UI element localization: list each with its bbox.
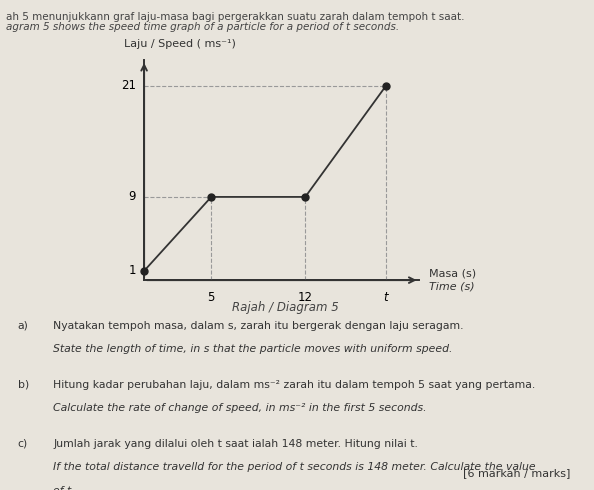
Text: Masa (s): Masa (s)	[429, 269, 476, 279]
Text: If the total distance travelld for the period of t seconds is 148 meter. Calcula: If the total distance travelld for the p…	[53, 462, 536, 472]
Text: Rajah / Diagram 5: Rajah / Diagram 5	[232, 301, 339, 315]
Text: Laju / Speed ( ms⁻¹): Laju / Speed ( ms⁻¹)	[124, 39, 236, 49]
Text: t: t	[384, 291, 388, 304]
Text: Hitung kadar perubahan laju, dalam ms⁻² zarah itu dalam tempoh 5 saat yang perta: Hitung kadar perubahan laju, dalam ms⁻² …	[53, 380, 536, 390]
Text: Jumlah jarak yang dilalui oleh t saat ialah 148 meter. Hitung nilai t.: Jumlah jarak yang dilalui oleh t saat ia…	[53, 439, 418, 448]
Text: b): b)	[18, 380, 29, 390]
Text: Time (s): Time (s)	[429, 282, 475, 292]
Text: ah 5 menunjukkann graf laju-masa bagi pergerakkan suatu zarah dalam tempoh t saa: ah 5 menunjukkann graf laju-masa bagi pe…	[6, 12, 465, 22]
Text: 9: 9	[128, 191, 136, 203]
Text: Nyatakan tempoh masa, dalam s, zarah itu bergerak dengan laju seragam.: Nyatakan tempoh masa, dalam s, zarah itu…	[53, 321, 464, 331]
Text: 21: 21	[121, 79, 136, 93]
Text: 1: 1	[128, 265, 136, 277]
Text: Calculate the rate of change of speed, in ms⁻² in the first 5 seconds.: Calculate the rate of change of speed, i…	[53, 403, 427, 413]
Text: State the length of time, in s that the particle moves with uniform speed.: State the length of time, in s that the …	[53, 344, 453, 354]
Text: agram 5 shows the speed time graph of a particle for a period of t seconds.: agram 5 shows the speed time graph of a …	[6, 22, 399, 32]
Text: [6 markah / marks]: [6 markah / marks]	[463, 468, 570, 478]
Text: a): a)	[18, 321, 29, 331]
Text: 12: 12	[298, 291, 313, 304]
Text: of t: of t	[53, 486, 72, 490]
Text: 5: 5	[207, 291, 215, 304]
Text: c): c)	[18, 439, 28, 448]
